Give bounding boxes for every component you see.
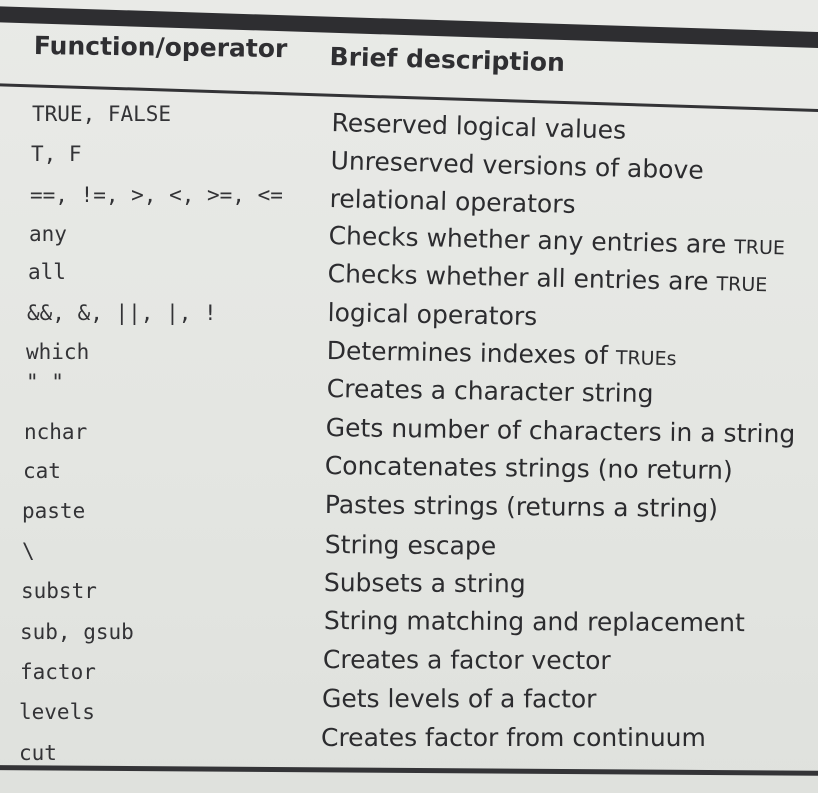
row-function: ==, !=, >, <, >=, <= xyxy=(30,183,283,207)
row-function: substr xyxy=(21,579,97,603)
row-description: Creates a factor vector xyxy=(322,645,611,676)
row-description: logical operators xyxy=(327,298,538,332)
row-function: which xyxy=(26,340,90,364)
row-description: Gets number of characters in a string xyxy=(325,413,796,449)
row-function: levels xyxy=(19,700,95,724)
row-description: Concatenates strings (no return) xyxy=(324,451,733,485)
row-description: String escape xyxy=(324,530,497,561)
row-description: Subsets a string xyxy=(323,568,526,599)
row-function: nchar xyxy=(24,420,88,444)
row-function: T, F xyxy=(31,142,82,166)
row-description: Gets levels of a factor xyxy=(321,684,597,714)
code-true: TRUE xyxy=(733,236,786,260)
table-bottom-rule xyxy=(0,765,818,776)
row-function: any xyxy=(29,222,67,246)
row-function: \ xyxy=(22,539,35,563)
row-description: Reserved logical values xyxy=(331,108,627,145)
row-description: Creates factor from continuum xyxy=(321,723,706,752)
row-function: sub, gsub xyxy=(20,620,134,644)
header-function-operator: Function/operator xyxy=(33,31,288,64)
row-description: Pastes strings (returns a string) xyxy=(324,490,719,524)
row-function: " " xyxy=(26,370,64,394)
row-function: factor xyxy=(20,660,96,684)
row-function: all xyxy=(28,260,66,284)
row-function: &&, &, ||, |, ! xyxy=(27,301,217,325)
row-function: cat xyxy=(23,459,61,483)
row-function: paste xyxy=(22,499,86,523)
code-true: TRUE xyxy=(716,273,768,297)
row-description: String matching and replacement xyxy=(323,606,745,638)
row-description: Checks whether any entries are TRUE xyxy=(328,221,786,260)
row-function: cut xyxy=(19,741,57,765)
row-function: TRUE, FALSE xyxy=(32,102,172,126)
row-description: Determines indexes of TRUEs xyxy=(326,336,677,371)
row-description: Creates a character string xyxy=(326,374,654,409)
header-brief-description: Brief description xyxy=(329,42,566,78)
row-description: Checks whether all entries are TRUE xyxy=(327,259,768,297)
row-description: relational operators xyxy=(329,184,576,220)
row-description: Unreserved versions of above xyxy=(330,146,705,185)
code-trues: TRUEs xyxy=(615,347,677,371)
